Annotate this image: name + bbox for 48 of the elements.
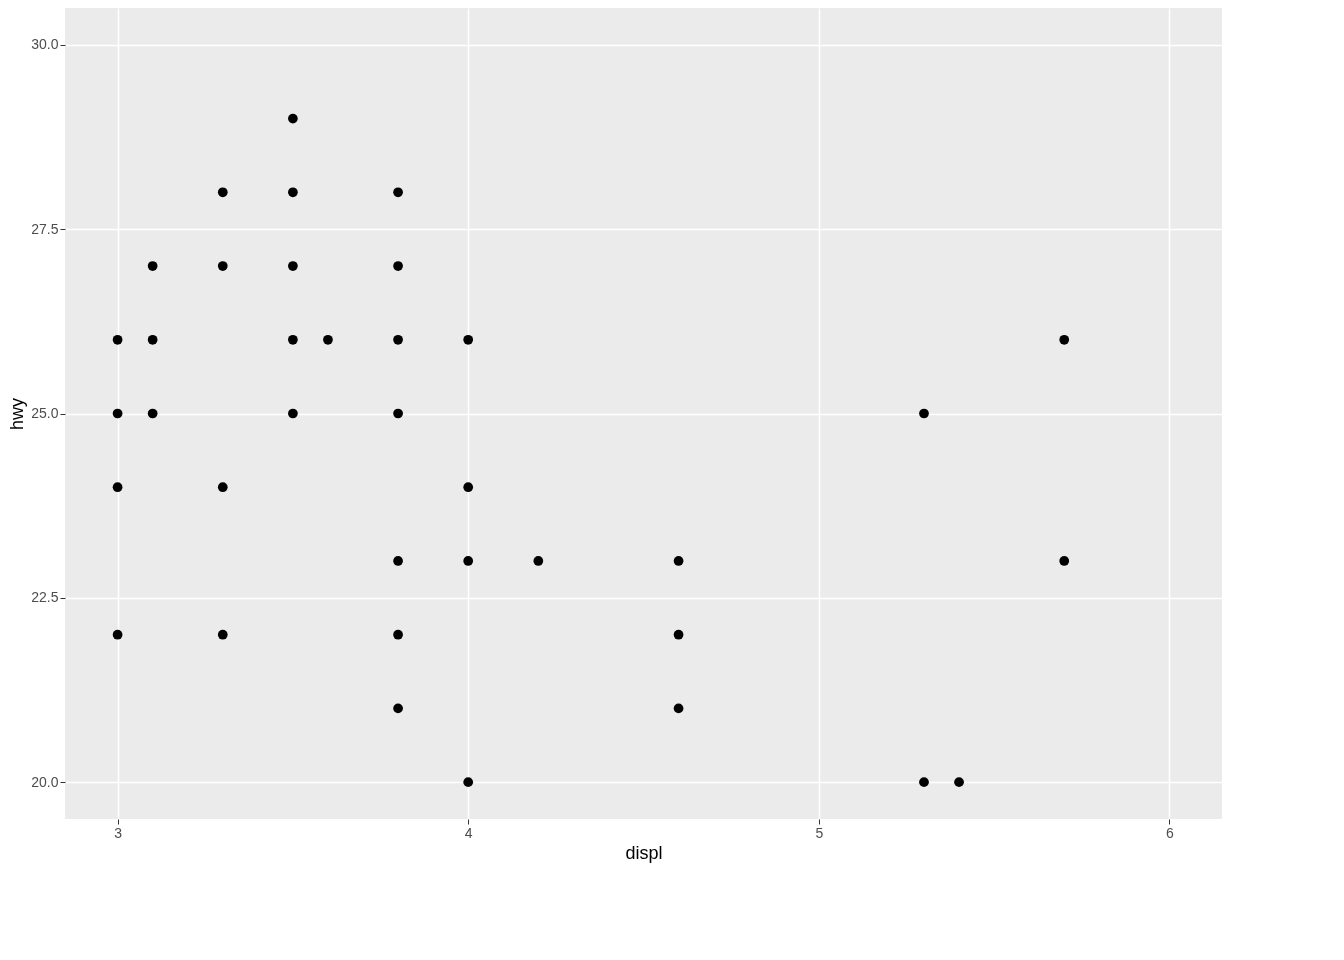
point bbox=[288, 408, 298, 419]
point bbox=[393, 408, 403, 419]
point bbox=[217, 187, 228, 198]
point bbox=[463, 777, 474, 787]
point bbox=[393, 703, 403, 714]
point bbox=[393, 187, 403, 198]
point bbox=[1059, 556, 1070, 566]
point bbox=[323, 334, 333, 345]
point bbox=[288, 261, 298, 271]
point bbox=[217, 261, 228, 271]
point bbox=[393, 629, 403, 640]
point bbox=[393, 556, 403, 566]
x-tick-label: 5 bbox=[815, 824, 824, 841]
y-tick-label: 25.0 bbox=[31, 405, 59, 421]
point bbox=[463, 334, 474, 345]
point bbox=[217, 629, 228, 640]
point bbox=[112, 334, 123, 345]
y-tick-label: 22.5 bbox=[31, 589, 59, 606]
point bbox=[919, 777, 929, 787]
y-tick-label: 30.0 bbox=[31, 36, 59, 53]
x-tick-label: 4 bbox=[464, 824, 473, 841]
point bbox=[463, 556, 474, 566]
point bbox=[393, 261, 403, 271]
point bbox=[112, 482, 123, 493]
point bbox=[288, 113, 298, 124]
point bbox=[1059, 334, 1070, 345]
point bbox=[463, 482, 474, 493]
point bbox=[288, 334, 298, 345]
point bbox=[673, 556, 684, 566]
point bbox=[147, 261, 158, 271]
point bbox=[393, 334, 403, 345]
point bbox=[112, 629, 123, 640]
x-tick-label: 6 bbox=[1166, 824, 1175, 841]
y-axis-title: hwy bbox=[7, 397, 28, 431]
y-tick-label: 20.0 bbox=[31, 773, 59, 790]
point bbox=[954, 777, 964, 787]
point bbox=[673, 629, 684, 640]
point bbox=[533, 556, 544, 566]
point bbox=[288, 187, 298, 198]
point bbox=[112, 408, 123, 419]
point bbox=[147, 334, 158, 345]
x-tick-label: 3 bbox=[114, 824, 123, 841]
point bbox=[147, 408, 158, 419]
y-tick-label: 27.5 bbox=[31, 220, 59, 237]
point bbox=[217, 482, 228, 493]
point bbox=[673, 703, 684, 714]
point bbox=[919, 408, 929, 419]
x-axis-title: displ bbox=[625, 842, 663, 863]
